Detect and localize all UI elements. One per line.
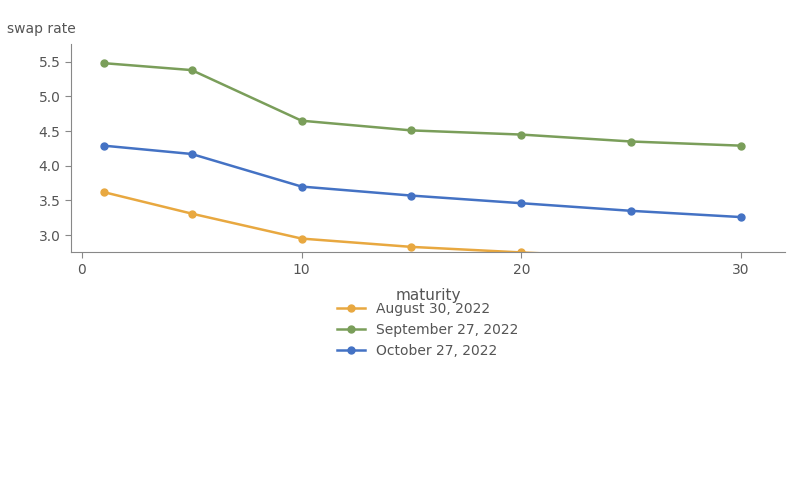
October 27, 2022	[517, 200, 526, 206]
September 27, 2022	[517, 132, 526, 138]
September 27, 2022	[406, 127, 416, 133]
Legend: August 30, 2022, September 27, 2022, October 27, 2022: August 30, 2022, September 27, 2022, Oct…	[332, 297, 524, 364]
September 27, 2022	[626, 138, 636, 144]
August 30, 2022	[187, 210, 197, 216]
Line: October 27, 2022: October 27, 2022	[100, 142, 745, 220]
September 27, 2022	[99, 60, 109, 66]
Line: August 30, 2022: August 30, 2022	[100, 189, 745, 265]
October 27, 2022	[406, 192, 416, 198]
October 27, 2022	[736, 214, 746, 220]
August 30, 2022	[99, 189, 109, 195]
August 30, 2022	[517, 249, 526, 256]
October 27, 2022	[99, 143, 109, 149]
October 27, 2022	[187, 151, 197, 157]
X-axis label: maturity: maturity	[395, 288, 461, 303]
August 30, 2022	[406, 244, 416, 250]
September 27, 2022	[187, 67, 197, 73]
October 27, 2022	[626, 208, 636, 214]
September 27, 2022	[736, 143, 746, 149]
October 27, 2022	[297, 183, 306, 189]
August 30, 2022	[736, 259, 746, 265]
Text: swap rate: swap rate	[6, 22, 75, 36]
August 30, 2022	[626, 255, 636, 261]
September 27, 2022	[297, 118, 306, 124]
Line: September 27, 2022: September 27, 2022	[100, 60, 745, 149]
August 30, 2022	[297, 235, 306, 241]
